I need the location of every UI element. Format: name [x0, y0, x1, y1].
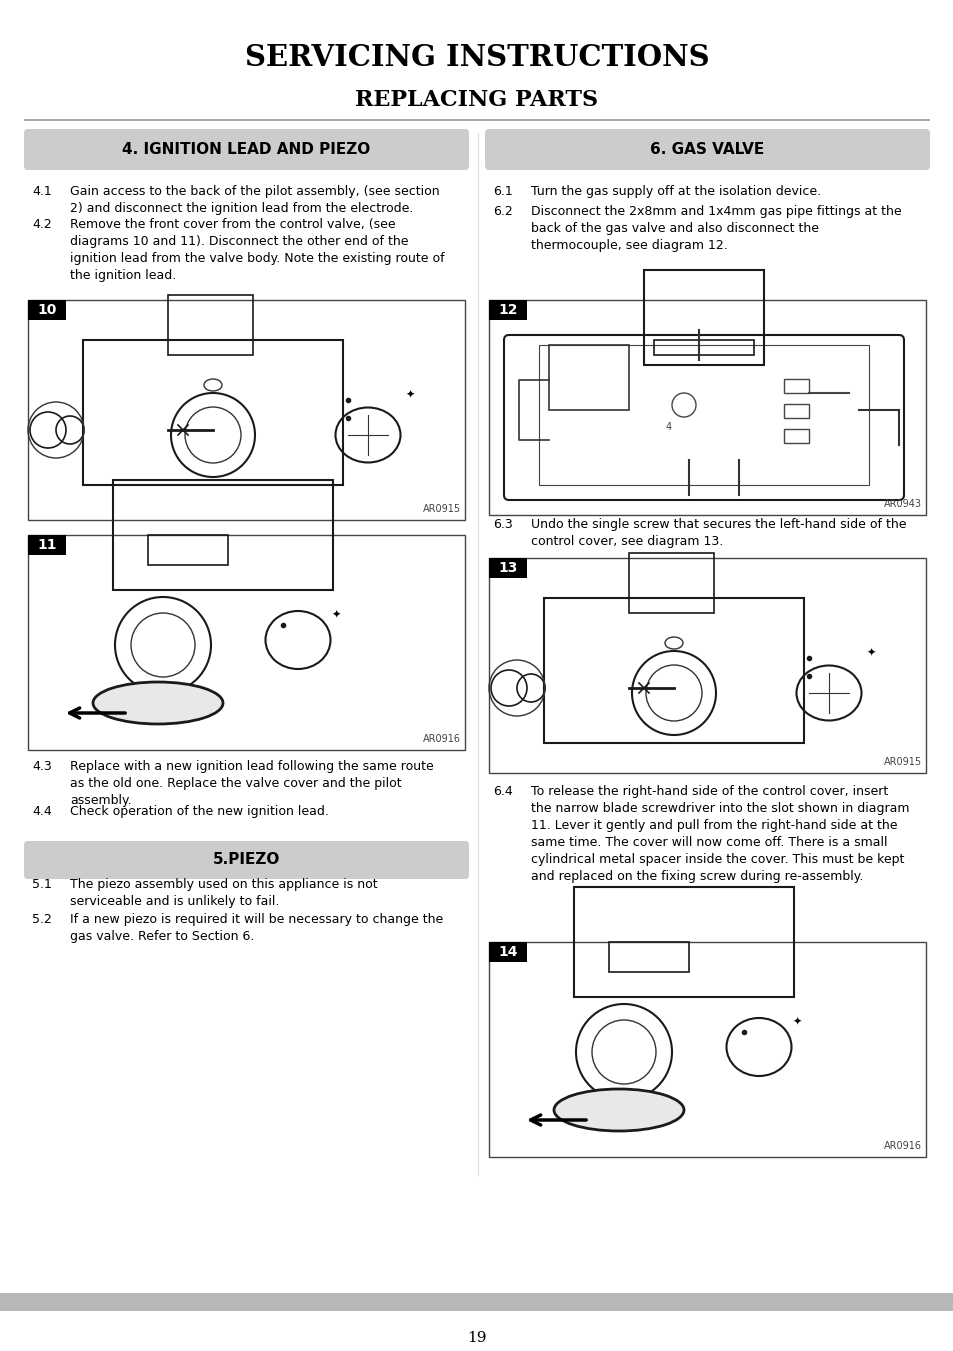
Text: SERVICING INSTRUCTIONS: SERVICING INSTRUCTIONS	[244, 43, 709, 73]
Text: To release the right-hand side of the control cover, insert
the narrow blade scr: To release the right-hand side of the co…	[531, 785, 908, 884]
Text: 4.1: 4.1	[32, 185, 51, 199]
Bar	[28, 535, 66, 555]
Text: 13: 13	[497, 561, 517, 576]
Text: Undo the single screw that secures the left-hand side of the
control cover, see : Undo the single screw that secures the l…	[531, 517, 905, 549]
Text: 11: 11	[37, 538, 56, 553]
Text: Check operation of the new ignition lead.: Check operation of the new ignition lead…	[70, 805, 329, 817]
Text: The piezo assembly used on this appliance is not
serviceable and is unlikely to : The piezo assembly used on this applianc…	[70, 878, 377, 908]
Bar	[28, 535, 464, 750]
FancyBboxPatch shape	[484, 128, 929, 170]
Bar	[83, 340, 343, 485]
Text: 6.3: 6.3	[493, 517, 512, 531]
Bar	[489, 300, 925, 515]
Text: AR0916: AR0916	[883, 1142, 921, 1151]
Bar	[548, 345, 628, 409]
Text: 6.4: 6.4	[493, 785, 512, 798]
Bar	[489, 300, 526, 320]
Text: Disconnect the 2x8mm and 1x4mm gas pipe fittings at the
back of the gas valve an: Disconnect the 2x8mm and 1x4mm gas pipe …	[531, 205, 901, 253]
Bar	[28, 300, 66, 320]
Bar	[112, 480, 333, 590]
Text: 4. IGNITION LEAD AND PIEZO: 4. IGNITION LEAD AND PIEZO	[122, 142, 370, 157]
Text: 12: 12	[497, 303, 517, 317]
Text: 4.2: 4.2	[32, 218, 51, 231]
Text: If a new piezo is required it will be necessary to change the
gas valve. Refer t: If a new piezo is required it will be ne…	[70, 913, 443, 943]
Text: 6.1: 6.1	[493, 185, 512, 199]
Bar	[783, 430, 808, 443]
Text: Turn the gas supply off at the isolation device.: Turn the gas supply off at the isolation…	[531, 185, 821, 199]
FancyBboxPatch shape	[24, 842, 469, 880]
Ellipse shape	[92, 682, 223, 724]
Bar	[168, 295, 253, 355]
Bar	[148, 535, 228, 565]
Text: 5.1: 5.1	[32, 878, 51, 892]
Text: REPLACING PARTS: REPLACING PARTS	[355, 89, 598, 111]
Bar	[0, 1293, 953, 1310]
Text: 14: 14	[497, 944, 517, 959]
Bar	[608, 942, 688, 971]
Text: 6. GAS VALVE: 6. GAS VALVE	[650, 142, 763, 157]
Text: 5.PIEZO: 5.PIEZO	[213, 852, 280, 867]
Bar	[628, 553, 713, 613]
Text: ✦: ✦	[792, 1017, 801, 1027]
Text: ✦: ✦	[405, 390, 415, 400]
Bar	[643, 270, 763, 365]
FancyBboxPatch shape	[24, 128, 469, 170]
Bar	[489, 558, 925, 773]
Text: 19: 19	[467, 1331, 486, 1346]
Bar	[783, 404, 808, 417]
Text: 5.2: 5.2	[32, 913, 51, 925]
Text: ✦: ✦	[865, 648, 875, 658]
Text: AR0915: AR0915	[422, 504, 460, 513]
Text: Gain access to the back of the pilot assembly, (see section
2) and disconnect th: Gain access to the back of the pilot ass…	[70, 185, 439, 215]
Bar	[489, 942, 925, 1156]
Bar	[538, 345, 868, 485]
Bar	[489, 942, 526, 962]
Text: 4.4: 4.4	[32, 805, 51, 817]
Bar	[783, 380, 808, 393]
Bar	[654, 340, 753, 355]
Text: Replace with a new ignition lead following the same route
as the old one. Replac: Replace with a new ignition lead followi…	[70, 761, 434, 807]
Text: Remove the front cover from the control valve, (see
diagrams 10 and 11). Disconn: Remove the front cover from the control …	[70, 218, 444, 282]
Text: 4: 4	[665, 422, 671, 432]
Text: ✦: ✦	[331, 611, 340, 620]
Text: AR0916: AR0916	[422, 734, 460, 744]
Text: 6.2: 6.2	[493, 205, 512, 218]
Bar	[543, 598, 803, 743]
Ellipse shape	[554, 1089, 683, 1131]
Text: 10: 10	[37, 303, 56, 317]
Text: 4.3: 4.3	[32, 761, 51, 773]
Text: AR0943: AR0943	[883, 499, 921, 509]
Text: AR0915: AR0915	[882, 757, 921, 767]
Bar	[28, 300, 464, 520]
Bar	[489, 558, 526, 578]
Bar	[574, 888, 793, 997]
